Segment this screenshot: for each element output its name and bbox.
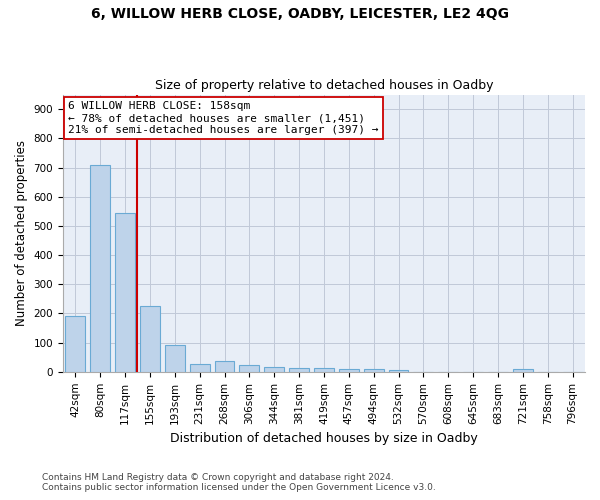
Bar xyxy=(115,214,135,372)
Bar xyxy=(239,364,259,372)
X-axis label: Distribution of detached houses by size in Oadby: Distribution of detached houses by size … xyxy=(170,432,478,445)
Bar xyxy=(215,361,235,372)
Text: 6 WILLOW HERB CLOSE: 158sqm
← 78% of detached houses are smaller (1,451)
21% of : 6 WILLOW HERB CLOSE: 158sqm ← 78% of det… xyxy=(68,102,379,134)
Bar xyxy=(289,368,309,372)
Bar xyxy=(314,368,334,372)
Bar xyxy=(364,370,383,372)
Title: Size of property relative to detached houses in Oadby: Size of property relative to detached ho… xyxy=(155,79,493,92)
Bar xyxy=(165,345,185,372)
Y-axis label: Number of detached properties: Number of detached properties xyxy=(15,140,28,326)
Text: 6, WILLOW HERB CLOSE, OADBY, LEICESTER, LE2 4QG: 6, WILLOW HERB CLOSE, OADBY, LEICESTER, … xyxy=(91,8,509,22)
Bar xyxy=(140,306,160,372)
Bar xyxy=(264,368,284,372)
Text: Contains HM Land Registry data © Crown copyright and database right 2024.: Contains HM Land Registry data © Crown c… xyxy=(42,472,394,482)
Bar xyxy=(513,369,533,372)
Text: Contains public sector information licensed under the Open Government Licence v3: Contains public sector information licen… xyxy=(42,482,436,492)
Bar xyxy=(65,316,85,372)
Bar xyxy=(339,369,359,372)
Bar xyxy=(90,166,110,372)
Bar xyxy=(389,370,409,372)
Bar xyxy=(190,364,209,372)
